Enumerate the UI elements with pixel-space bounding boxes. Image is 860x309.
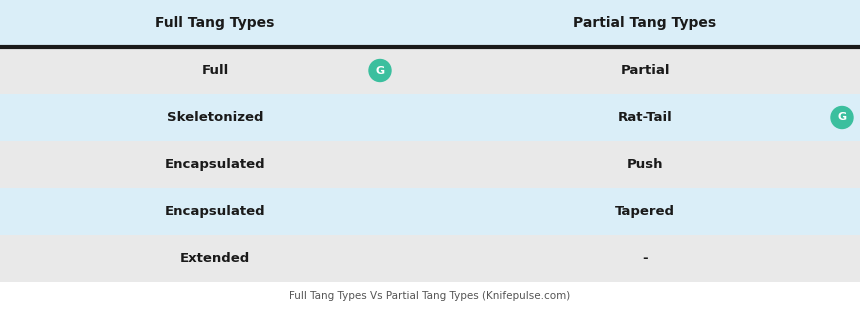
Text: Full Tang Types: Full Tang Types (156, 16, 274, 31)
Text: Extended: Extended (180, 252, 250, 265)
Bar (0, 188, 860, 235)
Text: Partial: Partial (620, 64, 670, 77)
Bar (0, 235, 860, 282)
Text: Partial Tang Types: Partial Tang Types (574, 16, 716, 31)
Text: G: G (376, 66, 384, 75)
Text: Push: Push (627, 158, 663, 171)
Bar (0, 0, 860, 47)
Bar (0, 94, 860, 141)
Text: Encapsulated: Encapsulated (164, 205, 266, 218)
Text: G: G (838, 112, 846, 122)
Text: Skeletonized: Skeletonized (167, 111, 263, 124)
Circle shape (369, 60, 391, 82)
Circle shape (831, 107, 853, 129)
Text: Encapsulated: Encapsulated (164, 158, 266, 171)
Text: -: - (642, 252, 648, 265)
Text: Full: Full (201, 64, 229, 77)
Text: Tapered: Tapered (615, 205, 675, 218)
Bar (0, 141, 860, 188)
Text: Full Tang Types Vs Partial Tang Types (Knifepulse.com): Full Tang Types Vs Partial Tang Types (K… (289, 291, 571, 301)
Text: Rat-Tail: Rat-Tail (617, 111, 673, 124)
Bar (0, 47, 860, 94)
